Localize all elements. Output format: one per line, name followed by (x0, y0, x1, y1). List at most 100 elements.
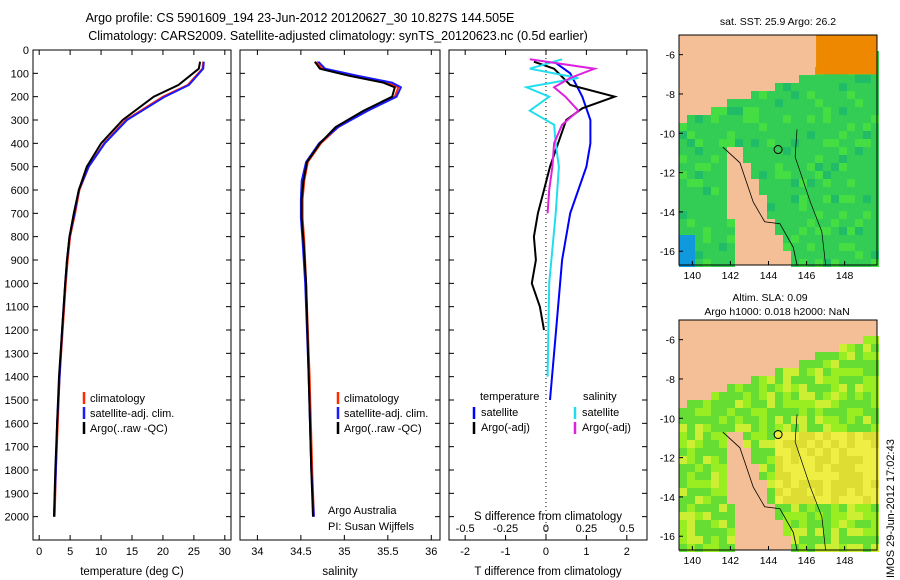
map-cell (679, 408, 687, 416)
map-cell (719, 243, 727, 251)
map-cell (703, 520, 711, 528)
map-cell (847, 384, 855, 392)
map-cell (831, 408, 839, 416)
s-tick-label: -0.25 (493, 523, 518, 535)
map-cell (711, 440, 719, 448)
map-cell (831, 251, 839, 259)
map-cell (735, 384, 743, 392)
map-cell (703, 416, 711, 424)
map-cell (807, 147, 815, 155)
map-cell (775, 171, 783, 179)
map-cell (815, 408, 823, 416)
map-cell (871, 528, 879, 536)
map-cell (847, 424, 855, 432)
map-cell (863, 464, 871, 472)
map-cell (783, 504, 791, 512)
map-cell (807, 187, 815, 195)
map-cell (855, 352, 863, 360)
map-cell (807, 179, 815, 187)
map-cell (679, 227, 687, 235)
map-cell (871, 344, 879, 352)
map-cell (871, 352, 879, 360)
map-cell (759, 392, 767, 400)
map-cell (695, 520, 703, 528)
x-axis-label: T difference from climatology (474, 566, 621, 578)
y-tick-label: 1700 (5, 442, 29, 454)
map-cell (863, 472, 871, 480)
map-cell (799, 123, 807, 131)
map-cell (863, 91, 871, 99)
map-cell (799, 432, 807, 440)
map-cell (871, 504, 879, 512)
map-cell (863, 336, 871, 344)
map-cell (783, 528, 791, 536)
map-cell (735, 107, 743, 115)
map-cell (855, 480, 863, 488)
map-cell (687, 115, 695, 123)
map-cell (799, 243, 807, 251)
map-cell (823, 432, 831, 440)
map-frame (678, 319, 878, 551)
float-position-marker (773, 145, 783, 155)
map-cell (679, 251, 687, 259)
map-cell (871, 384, 879, 392)
map-cell (815, 392, 823, 400)
map-cell (783, 448, 791, 456)
map-cell (847, 376, 855, 384)
map-cell (751, 99, 759, 107)
map-cell (823, 360, 831, 368)
map-cell (839, 251, 847, 259)
map-cell (831, 211, 839, 219)
map-cell (807, 243, 815, 251)
y-tick-label: 1300 (5, 348, 29, 360)
map-cell (695, 544, 703, 552)
map-cell (863, 203, 871, 211)
y-tick-label: 200 (11, 92, 29, 104)
map-cell (823, 512, 831, 520)
map-cell (799, 488, 807, 496)
map-cell (695, 416, 703, 424)
map-cell (855, 400, 863, 408)
map-cell (863, 544, 871, 552)
map-cell (679, 219, 687, 227)
map-cell (695, 259, 703, 267)
map-cell (703, 424, 711, 432)
map-cell (847, 227, 855, 235)
map-cell (863, 259, 871, 267)
map-cell (711, 163, 719, 171)
map-cell (775, 472, 783, 480)
map-cell (719, 424, 727, 432)
map-cell (735, 424, 743, 432)
map-cell (831, 83, 839, 91)
map-cell (871, 464, 879, 472)
map-cell (855, 107, 863, 115)
map-cell (759, 448, 767, 456)
map-cell (783, 456, 791, 464)
coastline (722, 431, 798, 551)
map-cell (743, 384, 751, 392)
map-cell (823, 123, 831, 131)
map-cell (871, 456, 879, 464)
map-cell (783, 171, 791, 179)
map-cell (871, 520, 879, 528)
map-cell (791, 472, 799, 480)
map-cell (863, 219, 871, 227)
map-cell (855, 440, 863, 448)
map-cell (871, 336, 879, 344)
map-cell (839, 496, 847, 504)
map-cell (711, 107, 719, 115)
legend-satellite-adj: satellite-adj. clim. (344, 408, 428, 420)
map-cell (775, 131, 783, 139)
map-cell (719, 520, 727, 528)
map-cell (847, 155, 855, 163)
map-cell (863, 195, 871, 203)
map-cell (863, 155, 871, 163)
map-cell (727, 512, 735, 520)
map-cell (791, 259, 799, 267)
map-cell (775, 488, 783, 496)
map-cell (791, 520, 799, 528)
map-cell (839, 408, 847, 416)
map-cell (791, 179, 799, 187)
map-cell (711, 480, 719, 488)
temperature-panel: 0100200300400500600700800900100011001200… (5, 45, 232, 578)
